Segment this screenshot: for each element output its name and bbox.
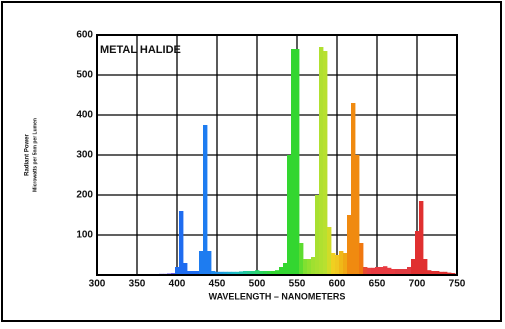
spectral-bar (379, 267, 384, 275)
x-tick-label: 450 (209, 279, 226, 290)
spectral-bar (227, 271, 232, 275)
spectral-bar (323, 51, 328, 275)
spectral-bar (311, 257, 316, 275)
spectral-bar (219, 271, 224, 275)
x-tick-label: 700 (409, 279, 426, 290)
x-tick-label: 550 (289, 279, 306, 290)
y-axis-label: Microwatts per 5nm per Lumen (32, 118, 38, 192)
spectral-bar (331, 253, 336, 275)
spectral-bar (295, 49, 300, 275)
y-tick-label: 400 (76, 110, 93, 121)
x-tick-label: 500 (249, 279, 266, 290)
spectral-bar (299, 243, 304, 275)
spectral-bar (343, 253, 348, 275)
x-tick-label: 300 (89, 279, 106, 290)
spectral-bar (355, 155, 360, 275)
spectral-bar (223, 271, 228, 275)
plot-border (96, 34, 458, 276)
chart-title: METAL HALIDE (100, 44, 181, 56)
spectral-bar (195, 271, 200, 275)
spectral-bar (411, 259, 416, 275)
spectral-bar (447, 272, 452, 275)
spectral-bar (327, 227, 332, 275)
plot-area (159, 47, 456, 275)
x-tick-label: 350 (129, 279, 146, 290)
spectral-bar (371, 267, 376, 275)
spectral-bar (307, 259, 312, 275)
spectral-bar (391, 269, 396, 275)
spectral-bar (335, 255, 340, 275)
y-tick-label: 600 (76, 30, 93, 41)
spectral-bar (179, 211, 184, 275)
spectral-bar (263, 271, 268, 275)
spectral-bar (235, 271, 240, 275)
spectral-bar (359, 243, 364, 275)
spectral-bar (239, 271, 244, 275)
x-tick-label: 650 (369, 279, 386, 290)
spectral-bar (287, 155, 292, 275)
x-tick-label: 750 (449, 279, 466, 290)
spectral-bar (419, 201, 424, 275)
spectral-bar (255, 270, 260, 275)
y-tick-label: 200 (76, 190, 93, 201)
y-tick-label: 500 (76, 70, 93, 81)
spectral-bar (267, 271, 272, 275)
spectral-bar (191, 271, 196, 275)
spectral-bar (247, 271, 252, 275)
spectral-bar (403, 269, 408, 275)
spectral-bar (243, 271, 248, 275)
spectral-bar (435, 271, 440, 275)
spectral-bar (275, 270, 280, 275)
spectral-bar (203, 125, 208, 275)
spectral-bar (423, 259, 428, 275)
spectral-bar (271, 271, 276, 275)
spectral-bar (439, 271, 444, 275)
spectral-bar (383, 266, 388, 275)
spectral-bar (215, 271, 220, 275)
spectral-bar (363, 267, 368, 275)
spectral-bar (351, 103, 356, 275)
spectral-bar (347, 215, 352, 275)
spectral-bar (415, 231, 420, 275)
spectral-bar (175, 267, 180, 275)
x-tick-label: 600 (329, 279, 346, 290)
spectral-bar (259, 271, 264, 275)
y-axis-label: Radiant Power (25, 134, 31, 176)
spectral-bar (375, 267, 380, 275)
spectral-bar (231, 271, 236, 275)
spectral-bar (211, 271, 216, 275)
spectral-bar (251, 271, 256, 275)
spectral-bar (399, 269, 404, 275)
spectral-bar (387, 267, 392, 275)
y-tick-label: 300 (76, 150, 93, 161)
spectral-bar (431, 271, 436, 275)
spectral-bar (303, 259, 308, 275)
spectral-bar (367, 267, 372, 275)
spectral-bar (443, 271, 448, 275)
y-tick-label: 100 (76, 230, 93, 241)
x-axis-label: WAVELENGTH – NANOMETERS (209, 291, 346, 301)
spectral-bar (291, 49, 296, 275)
spectral-bar (187, 271, 192, 275)
spectral-bar (339, 251, 344, 275)
spectral-bar (315, 195, 320, 275)
spectral-bar (207, 251, 212, 275)
x-tick-label: 400 (169, 279, 186, 290)
spectral-bar (199, 251, 204, 275)
spectral-bar (319, 47, 324, 275)
spectral-bar (427, 270, 432, 275)
spectral-bar (183, 263, 188, 275)
spectral-bar (283, 263, 288, 275)
spectral-bar (407, 267, 412, 275)
spectral-bar (279, 267, 284, 275)
spectral-bar (395, 269, 400, 275)
